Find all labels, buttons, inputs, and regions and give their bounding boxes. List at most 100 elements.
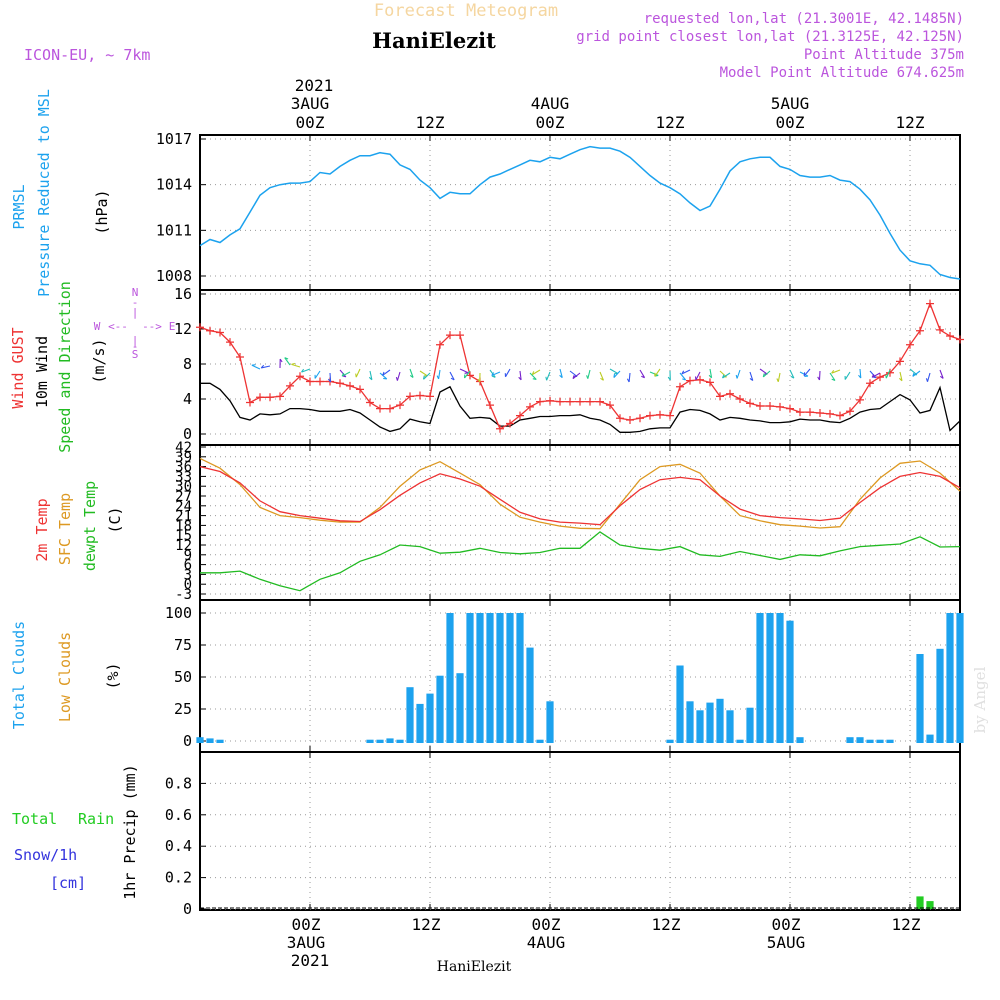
cloud-bar	[956, 613, 964, 743]
cloud-bar	[936, 648, 944, 743]
cloud-bar	[536, 739, 544, 743]
wind-direction-arrow	[871, 372, 881, 378]
ytick-label: 8	[183, 355, 192, 373]
gust-point	[386, 404, 394, 413]
wind-direction-arrow	[355, 368, 361, 378]
gust-point	[716, 392, 724, 401]
wind-direction-arrow	[422, 372, 431, 380]
gust-point	[746, 399, 754, 408]
gust-point	[256, 393, 264, 402]
ytick-label: 36	[175, 460, 192, 476]
gust-point	[666, 411, 674, 420]
gust-point	[936, 325, 944, 334]
ytick-label: 50	[174, 668, 192, 686]
ytick-label: 30	[175, 479, 192, 495]
gust-point	[906, 340, 914, 349]
point-altitude: Point Altitude 375m	[804, 47, 964, 63]
cloud-bar	[386, 738, 394, 743]
top-date-label: 5AUG	[771, 94, 810, 113]
ytick-label: 12	[175, 538, 192, 554]
compass-e: E	[169, 320, 176, 333]
ytick-label: 1011	[156, 221, 192, 239]
snow-label: Snow/1h	[14, 846, 77, 864]
wind-unit: (m/s)	[90, 338, 108, 383]
ytick-label: 0.8	[165, 774, 192, 792]
gust-point	[376, 404, 384, 413]
cloud-bar	[926, 734, 934, 743]
gust-point	[406, 392, 414, 401]
ytick-label: 12	[174, 320, 192, 338]
compass-n: N	[132, 286, 139, 299]
bottom-hour-label: 12Z	[892, 915, 921, 934]
gust-point	[766, 402, 774, 410]
temp-dewpt-label: dewpt Temp	[81, 481, 99, 571]
requested-coords: requested lon,lat (21.3001E, 42.1485N)	[644, 11, 964, 27]
wind-direction-label: Speed and Direction	[56, 281, 74, 453]
top-hour-label: 00Z	[296, 113, 325, 132]
cloud-bar	[876, 739, 884, 743]
cloud-bar	[856, 737, 864, 743]
cloud-bar	[506, 613, 514, 743]
ytick-label: 0	[183, 900, 192, 918]
top-hour-label: 12Z	[656, 113, 685, 132]
rain-bar	[916, 896, 924, 909]
cloud-bar	[436, 675, 444, 743]
top-date-label: 3AUG	[291, 94, 330, 113]
gust-point	[506, 419, 514, 428]
compass-w: W	[94, 320, 101, 333]
gust-point	[216, 328, 224, 337]
ytick-label: 0.4	[165, 837, 192, 855]
cloud-bar	[416, 703, 424, 743]
top-hour-label: 00Z	[536, 113, 565, 132]
wind-direction-arrow	[721, 372, 731, 379]
wind-direction-arrow	[925, 372, 931, 382]
total-rain-label-2: Rain	[78, 810, 114, 828]
wind-10m-label: 10m Wind	[33, 336, 51, 408]
wind-direction-arrow	[279, 358, 283, 369]
wind-direction-arrow	[572, 372, 581, 380]
wind-direction-arrow	[708, 368, 713, 379]
wind-direction-arrow	[803, 368, 811, 377]
cloud-bar	[726, 710, 734, 743]
cloud-bar	[496, 613, 504, 743]
gust-point	[786, 404, 794, 413]
gust-point	[676, 382, 684, 391]
cloud-bar	[706, 702, 714, 743]
cloud-bar	[526, 647, 534, 743]
cloud-bar	[796, 737, 804, 743]
wind-gust-label: Wind GUST	[9, 327, 27, 408]
temp-2m-line	[199, 465, 961, 526]
wind-direction-arrow	[899, 371, 903, 382]
cloud-bar	[476, 613, 484, 743]
temp-2m-label: 2m Temp	[33, 498, 51, 561]
panel-frame	[199, 599, 961, 753]
wind-direction-arrow	[613, 370, 621, 378]
gust-point	[536, 397, 544, 406]
wind-direction-arrow	[395, 371, 401, 381]
ytick-label: 3	[184, 567, 192, 583]
top-hour-label: 00Z	[776, 113, 805, 132]
ytick-label: 0.2	[165, 869, 192, 887]
wind-direction-arrow	[626, 372, 631, 383]
wind-direction-arrow	[491, 371, 501, 377]
wind-direction-arrow	[681, 369, 691, 375]
gust-point	[756, 402, 764, 410]
compass-n-sep: -	[132, 296, 139, 309]
pressure-line	[199, 145, 961, 280]
bottom-year: 2021	[291, 951, 330, 970]
ytick-label: 1014	[156, 176, 192, 194]
bottom-hour-label: 12Z	[412, 915, 441, 934]
bottom-date-label: 5AUG	[767, 933, 806, 952]
ytick-label: 21	[175, 509, 192, 525]
wind-direction-arrow	[885, 369, 891, 379]
panel-frame	[199, 134, 961, 291]
gust-point	[846, 407, 854, 416]
wind-direction-arrow	[327, 372, 332, 383]
gust-point	[366, 398, 374, 407]
wind-direction-arrow	[776, 372, 781, 383]
gust-point	[956, 335, 964, 344]
cloud-bar	[516, 613, 524, 743]
cloud-bar	[426, 693, 434, 743]
gust-point	[686, 376, 694, 385]
ytick-label: -3	[175, 587, 192, 603]
